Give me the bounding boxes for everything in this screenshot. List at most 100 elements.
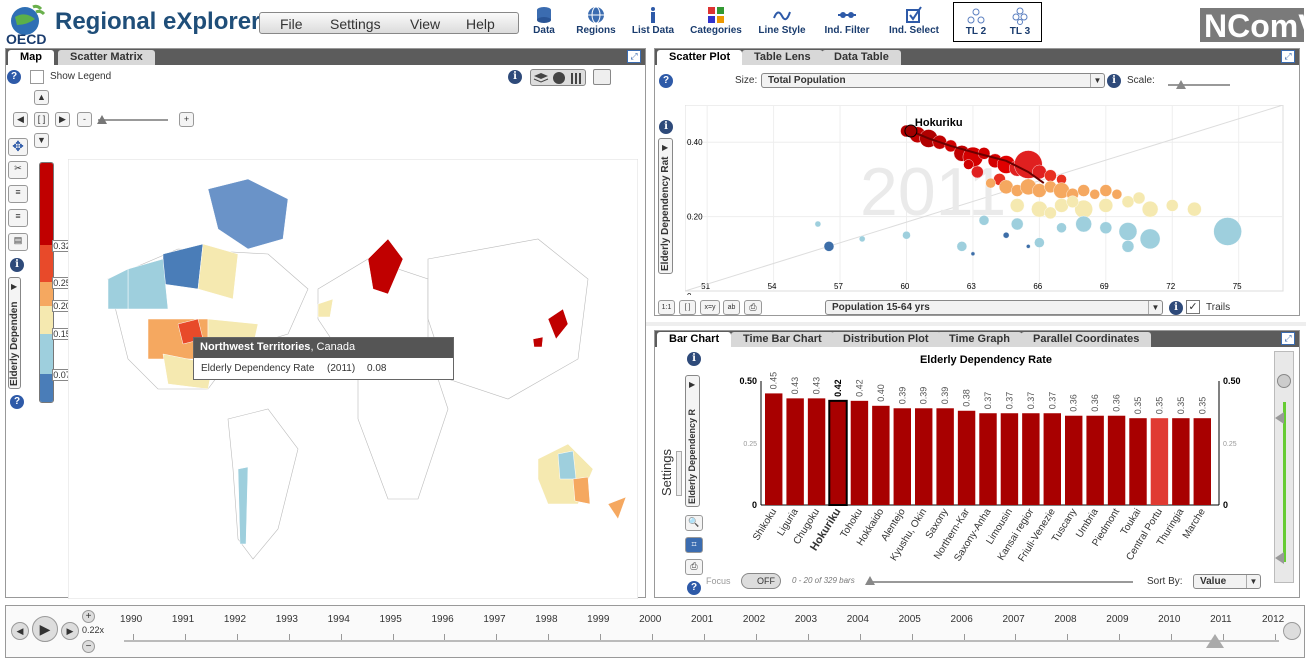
expand-bar-icon[interactable]: ⤢	[1281, 332, 1295, 345]
size-select[interactable]: Total Population ▼	[761, 73, 1105, 88]
export-map-icon[interactable]	[593, 69, 611, 85]
aspect-1to1-button[interactable]: 1:1	[658, 300, 675, 315]
bar-chart[interactable]: Elderly Dependency Rate 0 0 0.25 0.25 0.50 0.5…	[711, 349, 1271, 573]
bar-scroller[interactable]	[1274, 351, 1294, 583]
legend-help-icon[interactable]: ?	[10, 395, 24, 409]
timeline-year[interactable]: 1997	[483, 614, 506, 625]
timeline-year[interactable]: 2007	[1002, 614, 1025, 625]
settings-handle[interactable]	[676, 451, 682, 496]
zoom-slider-handle[interactable]	[97, 115, 107, 124]
timeline-year[interactable]: 2006	[950, 614, 973, 625]
timeline-year[interactable]: 1998	[535, 614, 558, 625]
timeline-year[interactable]: 2003	[794, 614, 818, 625]
tab-parallel-coordinates[interactable]: Parallel Coordinates	[1021, 332, 1152, 347]
size-info-icon[interactable]: i	[1107, 74, 1121, 88]
categories-button[interactable]: Categories	[688, 4, 744, 40]
zoom-out-button[interactable]: -	[77, 112, 92, 127]
legend-tool-2-icon[interactable]: ≡	[8, 209, 28, 227]
tab-table-lens[interactable]: Table Lens	[742, 50, 823, 65]
menu-view[interactable]: View	[410, 16, 441, 32]
tab-map[interactable]: Map	[8, 50, 54, 65]
timeline-track[interactable]	[124, 640, 1279, 642]
zoom-bar-icon[interactable]: 🔍	[685, 515, 703, 531]
legend-tool-1-icon[interactable]: ≡	[8, 185, 28, 203]
pan-right-button[interactable]: ▶	[55, 112, 70, 127]
tab-bar-chart[interactable]: Bar Chart	[657, 332, 732, 347]
tab-time-graph[interactable]: Time Graph	[937, 332, 1022, 347]
bar-info-icon[interactable]: i	[687, 352, 701, 366]
timeline-year[interactable]: 2001	[691, 614, 714, 625]
step-forward-icon[interactable]: ▶	[61, 622, 79, 640]
scroller-top-handle[interactable]	[1275, 412, 1284, 424]
y-axis-selector[interactable]: ▶ Elderly Dependency Rat	[658, 138, 673, 274]
settings-label[interactable]: Settings	[659, 449, 674, 496]
diagonal-button[interactable]: x=y	[700, 300, 720, 315]
timeline-year[interactable]: 1993	[275, 614, 298, 625]
timeline-year[interactable]: 2008	[1054, 614, 1077, 625]
reset-view-button[interactable]: [ ]	[34, 112, 49, 127]
indicator-selector[interactable]: ▶ Elderly Dependen	[8, 277, 21, 389]
y-axis-info-icon[interactable]: i	[659, 120, 673, 134]
refresh-icon[interactable]	[1277, 374, 1291, 388]
tab-data-table[interactable]: Data Table	[822, 50, 901, 65]
map-info-icon[interactable]: i	[508, 70, 522, 84]
map-layers-group[interactable]	[530, 69, 586, 86]
focus-toggle[interactable]: OFF	[741, 573, 781, 589]
timeline-year[interactable]: 2012	[1262, 614, 1285, 625]
expand-map-icon[interactable]: ⤢	[627, 50, 641, 63]
loop-icon[interactable]	[1283, 622, 1301, 640]
tl2-button[interactable]: TL 2	[956, 5, 996, 41]
tools-icon[interactable]: ✂	[8, 161, 28, 179]
export-bar-icon[interactable]: ⎙	[685, 559, 703, 575]
x-axis-select[interactable]: Population 15-64 yrs ▼	[825, 300, 1163, 315]
zoom-in-button[interactable]: +	[179, 112, 194, 127]
menu-help[interactable]: Help	[466, 16, 495, 32]
timeline-year[interactable]: 1994	[327, 614, 350, 625]
timeline-year[interactable]: 1999	[587, 614, 610, 625]
timeline-year[interactable]: 1990	[120, 614, 143, 625]
timeline-year[interactable]: 1991	[171, 614, 195, 625]
menu-settings[interactable]: Settings	[330, 16, 381, 32]
timeline-year[interactable]: 2009	[1106, 614, 1129, 625]
tab-scatter-plot[interactable]: Scatter Plot	[657, 50, 743, 65]
menu-file[interactable]: File	[280, 16, 303, 32]
labels-button[interactable]: ab	[723, 300, 740, 315]
legend-tick-2[interactable]: 0.25	[52, 277, 72, 289]
list-data-button[interactable]: List Data	[625, 4, 681, 40]
timeline-year[interactable]: 2005	[898, 614, 921, 625]
indicator-info-icon[interactable]: i	[10, 258, 24, 272]
regions-button[interactable]: Regions	[568, 4, 624, 40]
legend-tool-3-icon[interactable]: ▤	[8, 233, 28, 251]
timeline-year[interactable]: 2000	[639, 614, 662, 625]
x-axis-info-icon[interactable]: i	[1169, 301, 1183, 315]
scale-slider[interactable]	[1168, 84, 1230, 86]
tab-scatter-matrix[interactable]: Scatter Matrix	[58, 50, 155, 65]
crop-icon[interactable]: ⌗	[685, 537, 703, 553]
fit-view-button[interactable]: [ ]	[679, 300, 696, 315]
pan-down-button[interactable]: ▼	[34, 133, 49, 148]
speed-up-icon[interactable]: +	[82, 610, 95, 623]
timeline-year[interactable]: 2002	[742, 614, 766, 625]
bar-help-icon[interactable]: ?	[687, 581, 701, 595]
bars-range-handle[interactable]	[865, 576, 875, 585]
legend-tick-1[interactable]: 0.32	[52, 240, 72, 252]
scroller-bottom-handle[interactable]	[1275, 552, 1284, 564]
timeline-year[interactable]: 1995	[379, 614, 402, 625]
data-button[interactable]: Data	[516, 4, 572, 40]
expand-scatter-icon[interactable]: ⤢	[1281, 50, 1295, 63]
speed-down-icon[interactable]: −	[82, 640, 95, 653]
trails-checkbox[interactable]: ✓	[1186, 300, 1200, 314]
pan-up-button[interactable]: ▲	[34, 90, 49, 105]
scatter-help-icon[interactable]: ?	[659, 74, 673, 88]
move-tool-icon[interactable]: ✥	[8, 138, 28, 156]
pan-left-button[interactable]: ◀	[13, 112, 28, 127]
line-style-button[interactable]: Line Style	[754, 4, 810, 40]
export-scatter-icon[interactable]: ⎙	[744, 300, 762, 315]
show-legend-checkbox[interactable]	[30, 70, 44, 84]
tl3-button[interactable]: TL 3	[1000, 5, 1040, 41]
tab-distribution-plot[interactable]: Distribution Plot	[831, 332, 941, 347]
timeline-year[interactable]: 1996	[431, 614, 454, 625]
play-icon[interactable]: ▶	[32, 616, 58, 642]
timeline-year[interactable]: 2011	[1210, 614, 1232, 625]
